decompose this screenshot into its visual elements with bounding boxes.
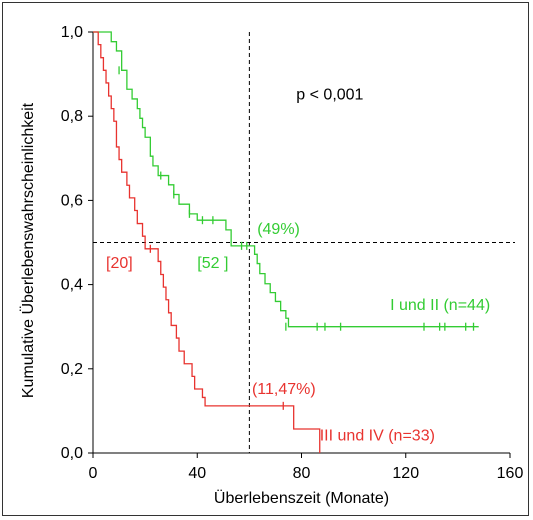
annotation-label: (11,47%): [252, 381, 316, 398]
reference-lines: [93, 32, 515, 453]
y-tick-label: 1,0: [61, 24, 83, 41]
annotation-label: (49%): [257, 221, 300, 238]
y-axis-label: Kumulative Überlebenswahrscheinlichkeit: [19, 102, 37, 398]
chart-frame: [2, 2, 529, 516]
x-tick-label: 160: [497, 465, 524, 482]
x-tick-label: 80: [293, 465, 311, 482]
annotations: p < 0,001 (49%) [52 ] [20] (11,47%) I und II …: [106, 86, 490, 444]
annotation-label: [52 ]: [197, 255, 228, 272]
annotation-label: p < 0,001: [296, 86, 363, 103]
y-tick-label: 0,6: [61, 192, 83, 209]
x-tick-label: 0: [89, 465, 98, 482]
series-line-0: [93, 31, 479, 328]
y-tick-label: 0,2: [61, 361, 83, 378]
y-tick-label: 0,8: [61, 108, 83, 125]
y-tick-label: 0,0: [61, 445, 83, 462]
annotation-label: I und II (n=44): [390, 297, 490, 314]
ticks: 0 40 80 120 160 0,0 0,2 0,4 0,6 0,8 1,0: [61, 24, 524, 482]
y-tick-label: 0,4: [61, 277, 83, 294]
series-group: [93, 31, 479, 453]
x-tick-label: 40: [188, 465, 206, 482]
annotation-label: [20]: [106, 255, 133, 272]
series-line-1: [93, 31, 321, 453]
x-tick-label: 120: [392, 465, 419, 482]
x-axis-label: Überlebenszeit (Monate): [214, 489, 389, 507]
annotation-label: III und IV (n=33): [320, 427, 435, 444]
